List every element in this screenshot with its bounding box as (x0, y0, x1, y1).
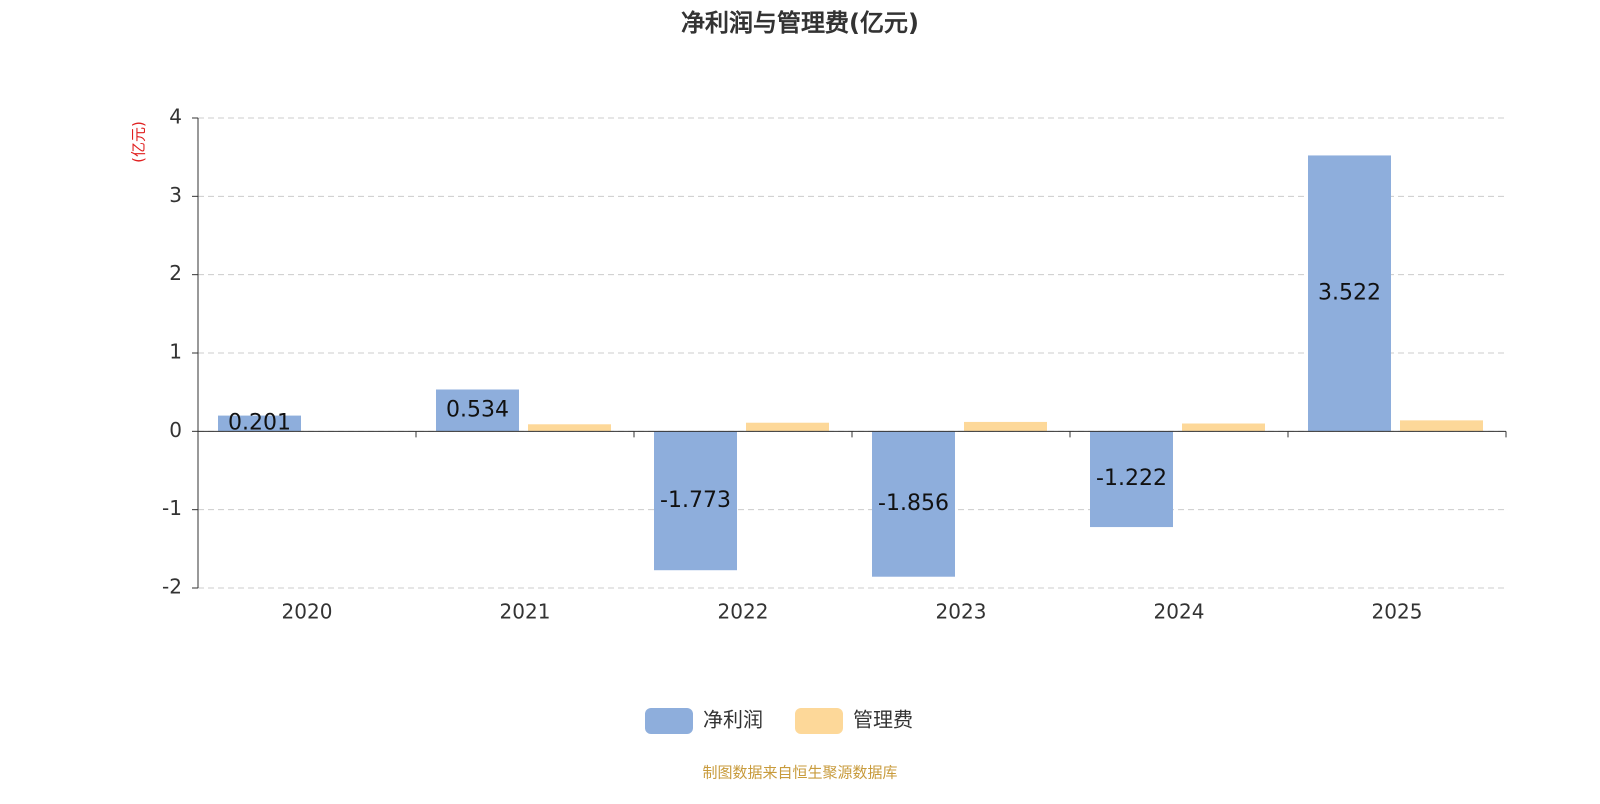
x-tick-label: 2025 (1372, 600, 1423, 624)
y-tick-label: -2 (162, 575, 182, 599)
bar (436, 389, 519, 432)
bar (964, 421, 1047, 432)
chart-title: 净利润与管理费(亿元) (681, 9, 919, 37)
y-tick-label: 1 (169, 340, 182, 364)
y-tick-label: 0 (169, 418, 182, 442)
data-label: 0.534 (446, 397, 509, 422)
bar (746, 422, 829, 432)
bar (1182, 423, 1265, 432)
bar (872, 431, 955, 577)
source-note: 制图数据来自恒生聚源数据库 (702, 764, 897, 782)
x-tick-label: 2024 (1154, 600, 1205, 624)
data-label: -1.222 (1096, 466, 1167, 491)
y-tick-label: -1 (162, 496, 182, 520)
y-axis-label: (亿元) (130, 121, 148, 163)
y-tick-label: 4 (169, 105, 182, 129)
x-tick-label: 2022 (718, 600, 769, 624)
legend-label: 净利润 (703, 708, 763, 732)
x-tick-label: 2023 (936, 600, 987, 624)
bar (528, 424, 611, 432)
bar (218, 415, 301, 432)
legend-swatch (645, 708, 693, 734)
data-label: -1.856 (878, 491, 949, 516)
y-tick-label: 3 (169, 183, 182, 207)
legend-label: 管理费 (853, 708, 913, 732)
bar (1308, 155, 1391, 432)
x-tick-label: 2020 (282, 600, 333, 624)
bar (1090, 431, 1173, 528)
bar (654, 431, 737, 571)
x-tick-label: 2021 (500, 600, 551, 624)
data-label: 3.522 (1318, 280, 1381, 305)
bar (1400, 420, 1483, 432)
legend-swatch (795, 708, 843, 734)
y-tick-label: 2 (169, 261, 182, 285)
data-label: -1.773 (660, 488, 731, 513)
